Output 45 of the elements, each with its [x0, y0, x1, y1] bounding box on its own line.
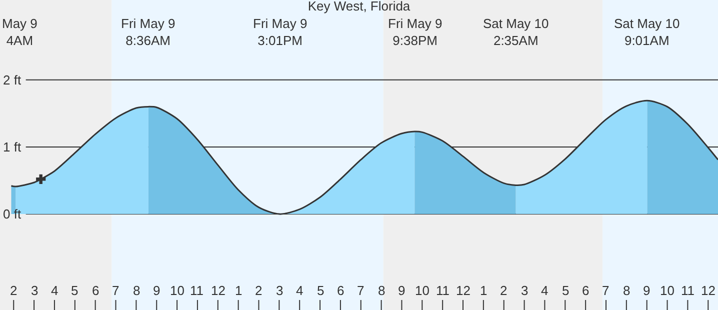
x-tick-label: 5 — [317, 283, 324, 298]
y-tick-label: 2 ft — [3, 72, 22, 88]
x-tick-label: 12 — [701, 283, 716, 298]
x-tick-label: 3 — [31, 283, 38, 298]
x-tick-label: 10 — [660, 283, 674, 298]
y-tick-label: 1 ft — [3, 140, 22, 154]
chart-title: Key West, Florida — [308, 0, 411, 14]
x-tick-label: 8 — [623, 283, 630, 298]
y-tick-label: 0 ft — [3, 206, 22, 222]
x-tick-label: 3 — [276, 283, 284, 298]
x-tick-label: 12 — [211, 283, 226, 298]
x-tick-label: 1 — [235, 283, 242, 298]
x-tick-label: 4 — [51, 283, 58, 298]
x-tick-label: 10 — [415, 283, 430, 298]
annotation: Fri May 9 9:38PM — [388, 16, 442, 48]
x-tick-label: 11 — [436, 283, 450, 298]
x-tick-label: 11 — [681, 283, 694, 298]
x-tick-label: 8 — [378, 283, 386, 298]
x-tick-label: 8 — [133, 283, 140, 298]
x-tick-label: 2 — [255, 283, 262, 298]
x-tick-label: 2 — [10, 283, 18, 298]
x-tick-label: 12 — [456, 283, 470, 298]
annotation: Fri May 9 3:01PM — [253, 16, 308, 48]
x-tick-label: 5 — [562, 283, 570, 298]
x-tick-label: 3 — [521, 283, 528, 298]
x-tick-label: 5 — [71, 283, 78, 298]
x-tick-label: 4 — [296, 283, 304, 298]
x-tick-label: 9 — [398, 283, 406, 298]
annotation: Fri May 9 8:36AM — [121, 16, 176, 48]
x-tick-label: 7 — [112, 283, 120, 298]
x-tick-label: 2 — [500, 283, 508, 298]
x-tick-label: 11 — [190, 283, 204, 298]
x-tick-label: 1 — [480, 283, 488, 298]
annotation: Sat May 10 9:01AM — [614, 16, 680, 48]
x-tick-label: 9 — [153, 283, 160, 298]
x-tick-label: 7 — [602, 283, 610, 298]
x-tick-label: 4 — [541, 283, 548, 298]
annotation: May 9 4AM — [2, 16, 38, 48]
x-tick-label: 9 — [643, 283, 650, 298]
annotation: Sat May 10 2:35AM — [483, 16, 549, 48]
x-tick-label: 10 — [170, 283, 184, 298]
x-tick-label: 6 — [337, 283, 344, 298]
x-tick-label: 6 — [582, 283, 590, 298]
x-tick-label: 7 — [357, 283, 364, 298]
x-tick-label: 6 — [92, 283, 100, 298]
